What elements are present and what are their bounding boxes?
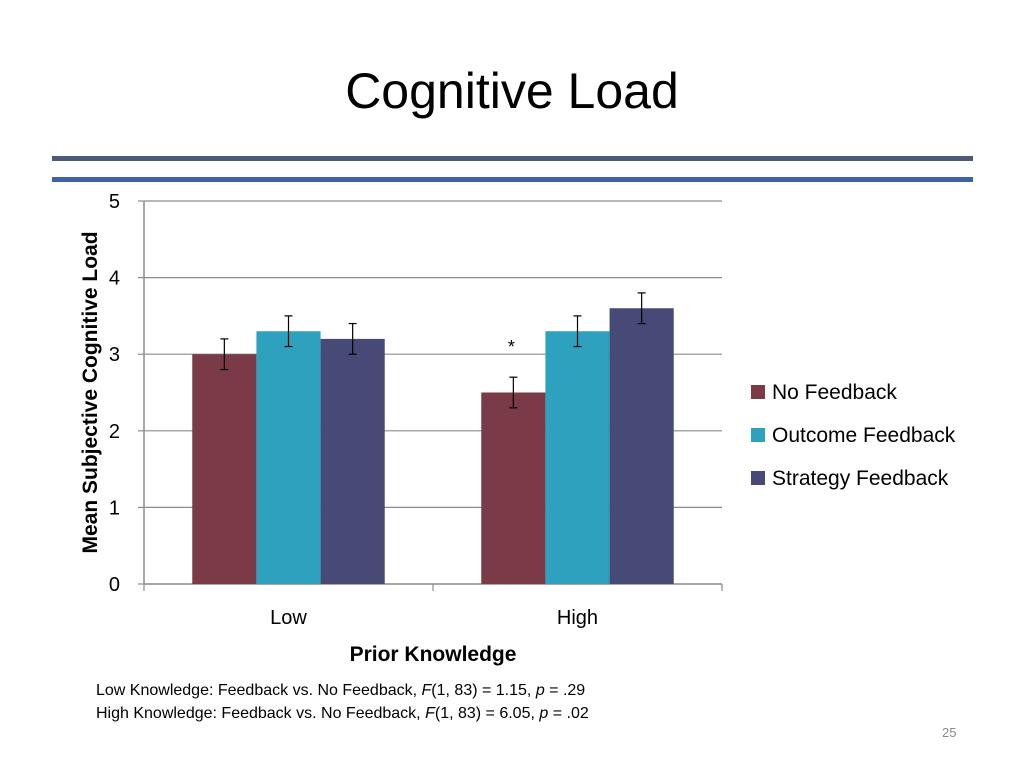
- y-tick-label: 4: [109, 268, 120, 290]
- stat-df: (1, 83) = 1.15,: [431, 682, 536, 699]
- p-value: = .29: [544, 682, 586, 699]
- bar: [609, 308, 674, 584]
- y-tick-label: 5: [109, 191, 120, 213]
- bar: [545, 331, 610, 584]
- stat-prefix: Low Knowledge: Feedback vs. No Feedback,: [96, 682, 422, 699]
- stat-line-high: High Knowledge: Feedback vs. No Feedback…: [96, 702, 589, 725]
- y-tick-label: 3: [109, 344, 120, 366]
- y-tick-label: 0: [109, 574, 120, 596]
- legend-swatch: [751, 428, 765, 442]
- legend-swatch: [751, 471, 765, 485]
- y-tick-label: 2: [109, 421, 120, 443]
- x-axis-title: Prior Knowledge: [350, 643, 517, 666]
- statistics-notes: Low Knowledge: Feedback vs. No Feedback,…: [96, 679, 589, 725]
- stat-prefix: High Knowledge: Feedback vs. No Feedback…: [96, 705, 426, 722]
- x-tick-label: High: [557, 607, 598, 629]
- p-symbol: p: [539, 705, 549, 722]
- title-divider-top: [52, 156, 973, 161]
- legend-label: Outcome Feedback: [772, 424, 956, 447]
- p-symbol: p: [535, 682, 545, 699]
- y-axis-title: Mean Subjective Cognitive Load: [79, 231, 102, 553]
- stat-symbol: F: [421, 682, 432, 699]
- slide-title: Cognitive Load: [345, 63, 679, 119]
- bar: [320, 338, 385, 584]
- bar: [481, 392, 546, 584]
- stat-symbol: F: [425, 705, 435, 722]
- x-tick-label: Low: [270, 607, 307, 629]
- bar: [192, 354, 257, 584]
- bar-chart: 0 1 2 3 4 5 Low High * Prior Knowledge Mean Subjec…: [79, 191, 956, 666]
- legend-label: Strategy Feedback: [772, 467, 949, 490]
- legend-label: No Feedback: [772, 381, 897, 404]
- stat-df: (1, 83) = 6.05,: [434, 705, 540, 722]
- title-divider-bottom: [52, 177, 973, 182]
- significance-marker: *: [508, 337, 515, 357]
- slide-number: 25: [942, 725, 957, 740]
- legend-swatch: [751, 385, 765, 399]
- bar: [256, 331, 321, 584]
- p-value: = .02: [548, 705, 589, 722]
- y-tick-label: 1: [109, 497, 120, 519]
- stat-line-low: Low Knowledge: Feedback vs. No Feedback,…: [96, 679, 589, 702]
